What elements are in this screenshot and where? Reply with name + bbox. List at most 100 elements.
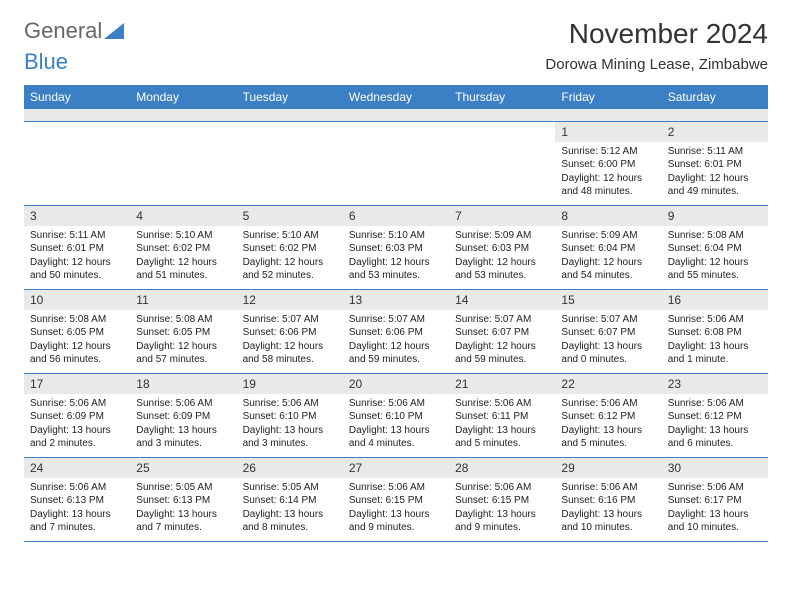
day-body: Sunrise: 5:06 AMSunset: 6:11 PMDaylight:… (449, 394, 555, 457)
day-day1: Daylight: 12 hours (30, 256, 124, 270)
day-day2: and 52 minutes. (243, 269, 337, 283)
day-day1: Daylight: 12 hours (349, 256, 443, 270)
day-day2: and 9 minutes. (455, 521, 549, 535)
day-sunrise: Sunrise: 5:07 AM (561, 313, 655, 327)
day-sunset: Sunset: 6:17 PM (668, 494, 762, 508)
day-cell: 6Sunrise: 5:10 AMSunset: 6:03 PMDaylight… (343, 205, 449, 289)
day-cell: 14Sunrise: 5:07 AMSunset: 6:07 PMDayligh… (449, 289, 555, 373)
day-sunrise: Sunrise: 5:06 AM (561, 481, 655, 495)
day-cell: 22Sunrise: 5:06 AMSunset: 6:12 PMDayligh… (555, 373, 661, 457)
day-body: Sunrise: 5:06 AMSunset: 6:12 PMDaylight:… (555, 394, 661, 457)
day-body: Sunrise: 5:12 AMSunset: 6:00 PMDaylight:… (555, 142, 661, 205)
dow-monday: Monday (130, 85, 236, 109)
day-number: 29 (555, 458, 661, 478)
day-day2: and 53 minutes. (455, 269, 549, 283)
day-day1: Daylight: 13 hours (349, 424, 443, 438)
day-body: Sunrise: 5:06 AMSunset: 6:15 PMDaylight:… (343, 478, 449, 541)
logo-text-general: General (24, 18, 102, 44)
day-number: 15 (555, 290, 661, 310)
day-sunrise: Sunrise: 5:11 AM (668, 145, 762, 159)
day-day2: and 53 minutes. (349, 269, 443, 283)
day-body: Sunrise: 5:08 AMSunset: 6:05 PMDaylight:… (24, 310, 130, 373)
day-sunset: Sunset: 6:09 PM (30, 410, 124, 424)
day-number: 26 (237, 458, 343, 478)
day-cell: 19Sunrise: 5:06 AMSunset: 6:10 PMDayligh… (237, 373, 343, 457)
day-body: Sunrise: 5:10 AMSunset: 6:02 PMDaylight:… (130, 226, 236, 289)
day-day2: and 59 minutes. (455, 353, 549, 367)
week-row: 17Sunrise: 5:06 AMSunset: 6:09 PMDayligh… (24, 373, 768, 457)
day-sunset: Sunset: 6:06 PM (349, 326, 443, 340)
day-day2: and 59 minutes. (349, 353, 443, 367)
week-row: 10Sunrise: 5:08 AMSunset: 6:05 PMDayligh… (24, 289, 768, 373)
day-day1: Daylight: 12 hours (349, 340, 443, 354)
day-body: Sunrise: 5:09 AMSunset: 6:04 PMDaylight:… (555, 226, 661, 289)
day-sunset: Sunset: 6:14 PM (243, 494, 337, 508)
day-body: Sunrise: 5:06 AMSunset: 6:16 PMDaylight:… (555, 478, 661, 541)
day-cell: 12Sunrise: 5:07 AMSunset: 6:06 PMDayligh… (237, 289, 343, 373)
day-sunrise: Sunrise: 5:05 AM (243, 481, 337, 495)
day-body: Sunrise: 5:06 AMSunset: 6:09 PMDaylight:… (130, 394, 236, 457)
day-cell: 7Sunrise: 5:09 AMSunset: 6:03 PMDaylight… (449, 205, 555, 289)
day-cell: 23Sunrise: 5:06 AMSunset: 6:12 PMDayligh… (662, 373, 768, 457)
day-number: 23 (662, 374, 768, 394)
day-body: Sunrise: 5:08 AMSunset: 6:05 PMDaylight:… (130, 310, 236, 373)
day-cell: 24Sunrise: 5:06 AMSunset: 6:13 PMDayligh… (24, 457, 130, 541)
day-cell: 17Sunrise: 5:06 AMSunset: 6:09 PMDayligh… (24, 373, 130, 457)
day-sunset: Sunset: 6:04 PM (668, 242, 762, 256)
day-sunrise: Sunrise: 5:10 AM (349, 229, 443, 243)
day-day2: and 51 minutes. (136, 269, 230, 283)
day-day1: Daylight: 13 hours (30, 508, 124, 522)
day-sunset: Sunset: 6:01 PM (668, 158, 762, 172)
day-number: 12 (237, 290, 343, 310)
day-cell: 1Sunrise: 5:12 AMSunset: 6:00 PMDaylight… (555, 121, 661, 205)
day-sunset: Sunset: 6:11 PM (455, 410, 549, 424)
day-sunset: Sunset: 6:05 PM (136, 326, 230, 340)
day-body: Sunrise: 5:05 AMSunset: 6:13 PMDaylight:… (130, 478, 236, 541)
day-day2: and 49 minutes. (668, 185, 762, 199)
day-sunset: Sunset: 6:10 PM (349, 410, 443, 424)
day-number: 10 (24, 290, 130, 310)
day-day2: and 8 minutes. (243, 521, 337, 535)
day-cell: 11Sunrise: 5:08 AMSunset: 6:05 PMDayligh… (130, 289, 236, 373)
day-day1: Daylight: 13 hours (349, 508, 443, 522)
day-number: 2 (662, 122, 768, 142)
day-day1: Daylight: 13 hours (243, 508, 337, 522)
day-day2: and 0 minutes. (561, 353, 655, 367)
day-sunrise: Sunrise: 5:06 AM (668, 397, 762, 411)
day-cell: 28Sunrise: 5:06 AMSunset: 6:15 PMDayligh… (449, 457, 555, 541)
day-cell (343, 121, 449, 205)
day-day1: Daylight: 13 hours (561, 424, 655, 438)
day-day2: and 54 minutes. (561, 269, 655, 283)
day-cell: 26 Sunrise: 5:05 AMSunset: 6:14 PMDayligh… (237, 457, 343, 541)
day-cell (237, 121, 343, 205)
day-cell (449, 121, 555, 205)
day-number: 3 (24, 206, 130, 226)
day-day1: Daylight: 13 hours (668, 424, 762, 438)
dow-wednesday: Wednesday (343, 85, 449, 109)
day-body: Sunrise: 5:06 AMSunset: 6:13 PMDaylight:… (24, 478, 130, 541)
day-body: Sunrise: 5:07 AMSunset: 6:07 PMDaylight:… (449, 310, 555, 373)
day-number: 5 (237, 206, 343, 226)
blank-row (24, 109, 768, 121)
day-cell: 29Sunrise: 5:06 AMSunset: 6:16 PMDayligh… (555, 457, 661, 541)
day-day1: Daylight: 12 hours (561, 256, 655, 270)
day-number: 7 (449, 206, 555, 226)
day-day1: Daylight: 12 hours (455, 256, 549, 270)
day-sunrise: Sunrise: 5:06 AM (136, 397, 230, 411)
day-number: 14 (449, 290, 555, 310)
day-day2: and 2 minutes. (30, 437, 124, 451)
day-sunrise: Sunrise: 5:11 AM (30, 229, 124, 243)
day-sunset: Sunset: 6:03 PM (349, 242, 443, 256)
day-sunrise: Sunrise: 5:06 AM (349, 481, 443, 495)
day-sunrise: Sunrise: 5:08 AM (30, 313, 124, 327)
dow-tuesday: Tuesday (237, 85, 343, 109)
day-cell: 2Sunrise: 5:11 AMSunset: 6:01 PMDaylight… (662, 121, 768, 205)
day-day2: and 5 minutes. (455, 437, 549, 451)
day-number: 11 (130, 290, 236, 310)
day-cell: 27Sunrise: 5:06 AMSunset: 6:15 PMDayligh… (343, 457, 449, 541)
day-day2: and 10 minutes. (668, 521, 762, 535)
logo: General (24, 18, 124, 44)
day-day2: and 9 minutes. (349, 521, 443, 535)
day-body: Sunrise: 5:07 AMSunset: 6:07 PMDaylight:… (555, 310, 661, 373)
day-sunrise: Sunrise: 5:07 AM (243, 313, 337, 327)
